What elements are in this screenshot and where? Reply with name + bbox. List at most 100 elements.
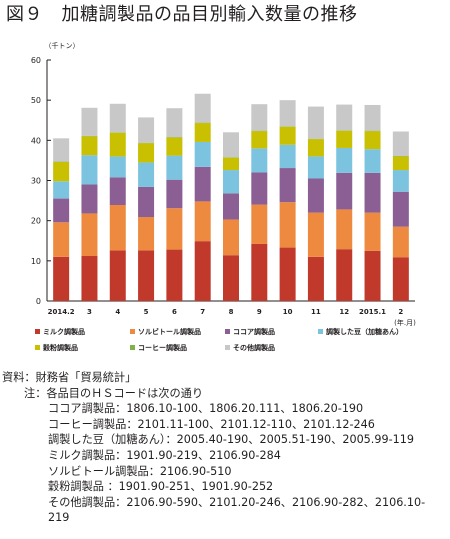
x-tick-label: 7 xyxy=(200,308,205,316)
bar-segment xyxy=(279,144,296,169)
x-tick-label: 2015.1 xyxy=(359,308,386,316)
hs-code-item: ソルビトール調製品：2106.90-510 xyxy=(48,464,232,478)
legend-swatch xyxy=(225,329,230,334)
bar-segment xyxy=(81,213,98,257)
legend-label: ココア調製品 xyxy=(233,327,275,336)
bar-segment xyxy=(166,208,183,250)
x-tick-label: 8 xyxy=(229,308,234,316)
bar-segment xyxy=(194,141,211,167)
bar-segment xyxy=(138,186,155,218)
bar-segment xyxy=(251,131,268,149)
bar-segment xyxy=(307,156,324,179)
x-tick-label: 2014.2 xyxy=(48,308,75,316)
bar-segment xyxy=(392,170,409,192)
x-tick-label: 11 xyxy=(311,308,321,316)
legend-label: 調製した豆（加糖あん） xyxy=(326,327,403,336)
bar-segment xyxy=(336,172,353,210)
x-tick-label: 6 xyxy=(172,308,177,316)
bar-segment xyxy=(53,198,70,223)
stacked-bar-chart: （千トン） 0 10 20 30 40 50 60 2014.2 3 4 5 6 7 8 9 10 11 12 201… xyxy=(31,41,416,352)
bar-segment xyxy=(194,201,211,242)
hs-code-item: 219 xyxy=(48,511,70,525)
bar-segment xyxy=(364,104,381,131)
bar-segment xyxy=(53,222,70,257)
hs-code-item: 調製した豆（加糖あん）：2005.40-190、2005.51-190、2005… xyxy=(48,433,414,447)
bar-segment xyxy=(194,241,211,301)
bar-segment xyxy=(279,202,296,248)
bar-segment xyxy=(336,147,353,173)
bar-segment xyxy=(223,157,239,171)
bar-segment xyxy=(251,148,268,173)
bar-segment xyxy=(138,162,155,187)
bar-segment xyxy=(81,256,98,301)
bar-segment xyxy=(109,103,126,133)
bar-segment xyxy=(307,178,324,213)
x-axis-label: (年.月) xyxy=(394,318,416,327)
bar-segment xyxy=(138,250,155,301)
bar-segment xyxy=(109,132,126,157)
legend-label: ミルク調製品 xyxy=(43,327,85,336)
bar-segment xyxy=(166,179,183,209)
y-tick-label: 40 xyxy=(31,136,41,145)
legend-swatch xyxy=(35,329,40,334)
bar-segment xyxy=(81,107,98,136)
bar-segment xyxy=(251,104,268,131)
legend-label: 穀粉調製品 xyxy=(42,343,78,352)
notes-block: 資料：財務省「貿易統計」 注：各品目のＨＳコードは次の通り ココア調製品：180… xyxy=(2,370,425,526)
bar-segment xyxy=(392,226,409,258)
legend-swatch xyxy=(225,345,230,350)
x-tick-label: 9 xyxy=(257,308,262,316)
bar-segment xyxy=(364,131,381,150)
y-unit-label: （千トン） xyxy=(45,41,80,50)
y-tick-label: 60 xyxy=(31,56,41,65)
x-tick-label: 4 xyxy=(115,308,120,316)
bar-segment xyxy=(138,117,155,143)
bar-segment xyxy=(392,257,409,301)
y-tick-label: 20 xyxy=(31,217,41,226)
bar-segment xyxy=(307,139,324,157)
figure-title: 図９ 加糖調製品の品目別輸入数量の推移 xyxy=(6,4,358,25)
legend-swatch xyxy=(35,345,40,350)
legend-label: その他調製品 xyxy=(233,343,275,352)
bar-segment xyxy=(279,100,296,127)
legend-swatch xyxy=(130,329,135,334)
bar-segment xyxy=(307,256,324,301)
bar-segment xyxy=(251,243,268,301)
bar-segment xyxy=(392,156,409,171)
note-heading: 注：各品目のＨＳコードは次の通り xyxy=(24,386,204,400)
legend-swatch xyxy=(130,345,135,350)
bar-segment xyxy=(336,209,353,250)
bar-segment xyxy=(392,191,409,227)
bar-segment xyxy=(194,123,211,142)
bar-segment xyxy=(364,172,381,213)
bar-segment xyxy=(307,106,324,139)
x-tick-label: 10 xyxy=(283,308,293,316)
bar-segment xyxy=(223,132,239,158)
bar-segment xyxy=(81,184,98,214)
bar-segment xyxy=(53,138,70,162)
bar-segment xyxy=(138,217,155,251)
hs-code-item: その他調製品：2106.90-590、2101.20-246、2106.90-2… xyxy=(48,495,426,509)
source-note: 資料：財務省「貿易統計」 xyxy=(2,371,137,384)
y-tick-label: 50 xyxy=(31,96,41,105)
bar-segment xyxy=(109,156,126,178)
bar-segment xyxy=(223,170,239,194)
x-tick-label: 2 xyxy=(398,308,403,316)
bar-segment xyxy=(138,143,155,163)
bar-segment xyxy=(109,250,126,301)
bar-segment xyxy=(392,131,409,156)
y-tick-label: 30 xyxy=(31,177,41,186)
bar-segment xyxy=(53,181,70,199)
bar-segment xyxy=(279,126,296,145)
bar-segment xyxy=(279,247,296,301)
bar-segment xyxy=(336,104,353,131)
bar-segment xyxy=(81,155,98,185)
bar-segment xyxy=(251,172,268,205)
bar-segment xyxy=(251,204,268,244)
bar-segment xyxy=(364,149,381,173)
bar-segment xyxy=(336,249,353,301)
y-tick-label: 10 xyxy=(31,257,41,266)
bar-segment xyxy=(364,250,381,301)
bar-segment xyxy=(364,212,381,251)
bar-segment xyxy=(166,108,183,138)
